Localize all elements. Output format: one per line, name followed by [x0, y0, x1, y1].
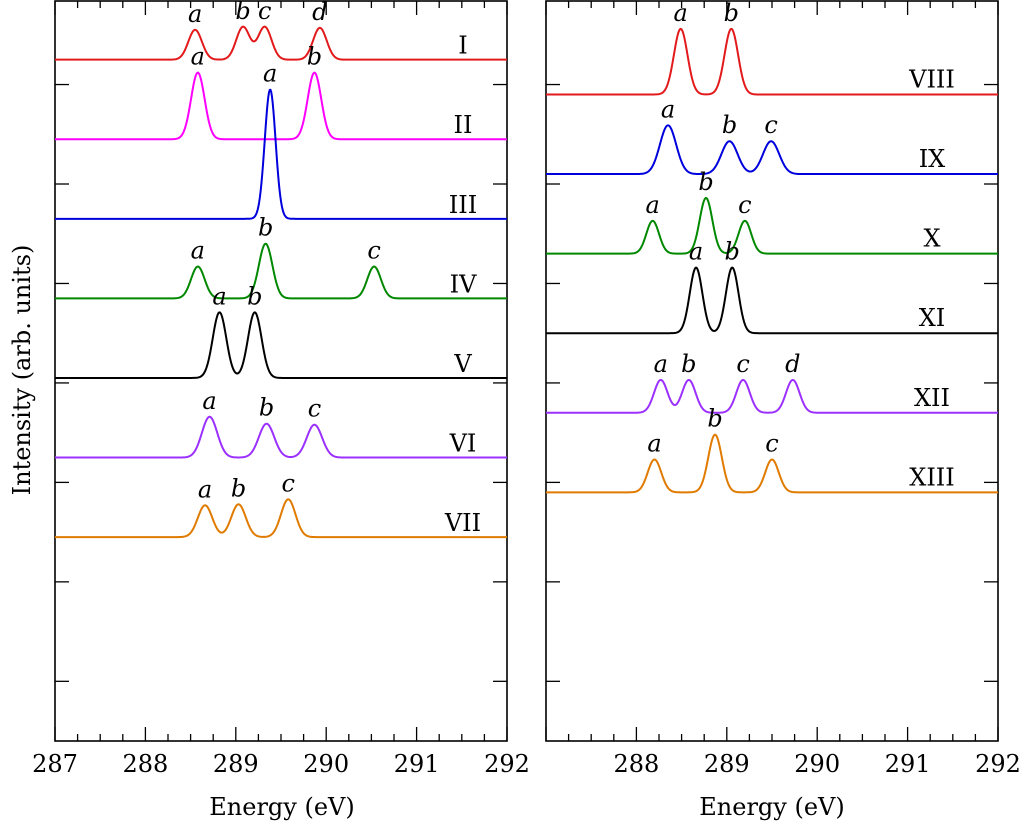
x-tick-label: 287 — [32, 750, 78, 778]
series-V: a b V — [54, 282, 508, 379]
peak-label: c — [258, 0, 271, 25]
series-line — [545, 378, 999, 414]
series-line — [545, 196, 999, 255]
series-VI: a b c VI — [54, 387, 508, 459]
peak-label: c — [764, 111, 777, 139]
x-tick-label: 289 — [213, 750, 259, 778]
peak-label: a — [654, 350, 668, 378]
series-label: VI — [449, 430, 477, 458]
series-line — [545, 124, 999, 176]
series-label: IV — [450, 270, 477, 298]
series-XIII: a b c XIII — [545, 405, 999, 494]
peak-label: c — [765, 430, 778, 458]
series-line — [545, 266, 999, 335]
series-II: a b II — [54, 43, 508, 141]
peak-label: a — [198, 475, 212, 503]
peak-label: a — [212, 282, 226, 310]
series-X: a bc X — [545, 168, 999, 255]
peak-label: b — [258, 214, 273, 242]
series-IV: a b c IV — [54, 214, 508, 300]
peak-label: a — [647, 430, 661, 458]
x-tick-label: 290 — [303, 750, 349, 778]
peak-label: b — [698, 168, 713, 196]
series-I: a b c d I — [54, 0, 508, 61]
peak-label: a — [202, 387, 216, 415]
peak-label: d — [785, 350, 800, 378]
series-line — [54, 498, 508, 539]
x-tick-label: 292 — [484, 750, 530, 778]
series-label: XII — [914, 384, 950, 412]
peak-label: c — [738, 191, 751, 219]
peak-label: b — [231, 474, 246, 502]
peak-label: b — [235, 0, 250, 25]
x-tick-label: 288 — [613, 750, 659, 778]
series-XI: a b XI — [545, 238, 999, 335]
peak-label: b — [707, 405, 722, 433]
peak-label: c — [282, 469, 295, 497]
series-label: IX — [919, 145, 946, 173]
peak-label: a — [661, 95, 675, 123]
x-tick-label: 292 — [975, 750, 1021, 778]
x-axis-title-left: Energy (eV) — [209, 793, 354, 821]
peak-label: c — [736, 350, 749, 378]
series-line — [545, 433, 999, 494]
series-VIII: a b VIII — [545, 0, 999, 96]
series-label: I — [458, 32, 467, 60]
peak-label: b — [724, 0, 739, 27]
x-tick-label: 291 — [394, 750, 440, 778]
series-label: III — [449, 191, 477, 219]
x-tick-label: 290 — [794, 750, 840, 778]
y-axis-title: Intensity (arb. units) — [8, 245, 36, 496]
peak-label: b — [681, 350, 696, 378]
series-line — [54, 311, 508, 379]
series-line — [54, 415, 508, 459]
series-line — [54, 88, 508, 220]
peak-label: a — [191, 43, 205, 71]
peak-label: c — [308, 395, 321, 423]
peak-label: c — [367, 237, 380, 265]
series-label: VII — [444, 509, 481, 537]
peak-label: a — [188, 0, 202, 28]
series-label: XI — [919, 304, 946, 332]
plot-frame — [54, 0, 508, 742]
peak-label: a — [674, 0, 688, 27]
x-tick-label: 291 — [885, 750, 931, 778]
x-tick-label: 288 — [122, 750, 168, 778]
peak-label: b — [722, 111, 737, 139]
x-axis-title-right: Energy (eV) — [699, 793, 844, 821]
peak-label: d — [312, 0, 327, 26]
peak-label: b — [259, 394, 274, 422]
series-label: II — [454, 111, 473, 139]
series-label: VIII — [908, 65, 955, 93]
peak-label: a — [263, 60, 277, 88]
series-III: a III — [54, 60, 508, 220]
peak-label: a — [646, 191, 660, 219]
peak-label: b — [307, 43, 322, 71]
peak-label: a — [689, 238, 703, 266]
peak-label: b — [247, 282, 262, 310]
x-tick-label: 289 — [704, 750, 750, 778]
series-label: V — [453, 350, 472, 378]
series-VII: a b c VII — [54, 469, 508, 539]
series-line — [54, 25, 508, 61]
series-line — [54, 71, 508, 141]
peak-label: a — [191, 237, 205, 265]
series-label: XIII — [909, 463, 955, 491]
series-IX: a b c IX — [545, 95, 999, 176]
series-line — [545, 27, 999, 96]
series-XII: a b c d XII — [545, 350, 999, 414]
series-line — [54, 242, 508, 300]
peak-label: b — [725, 238, 740, 266]
series-label: X — [923, 225, 940, 253]
